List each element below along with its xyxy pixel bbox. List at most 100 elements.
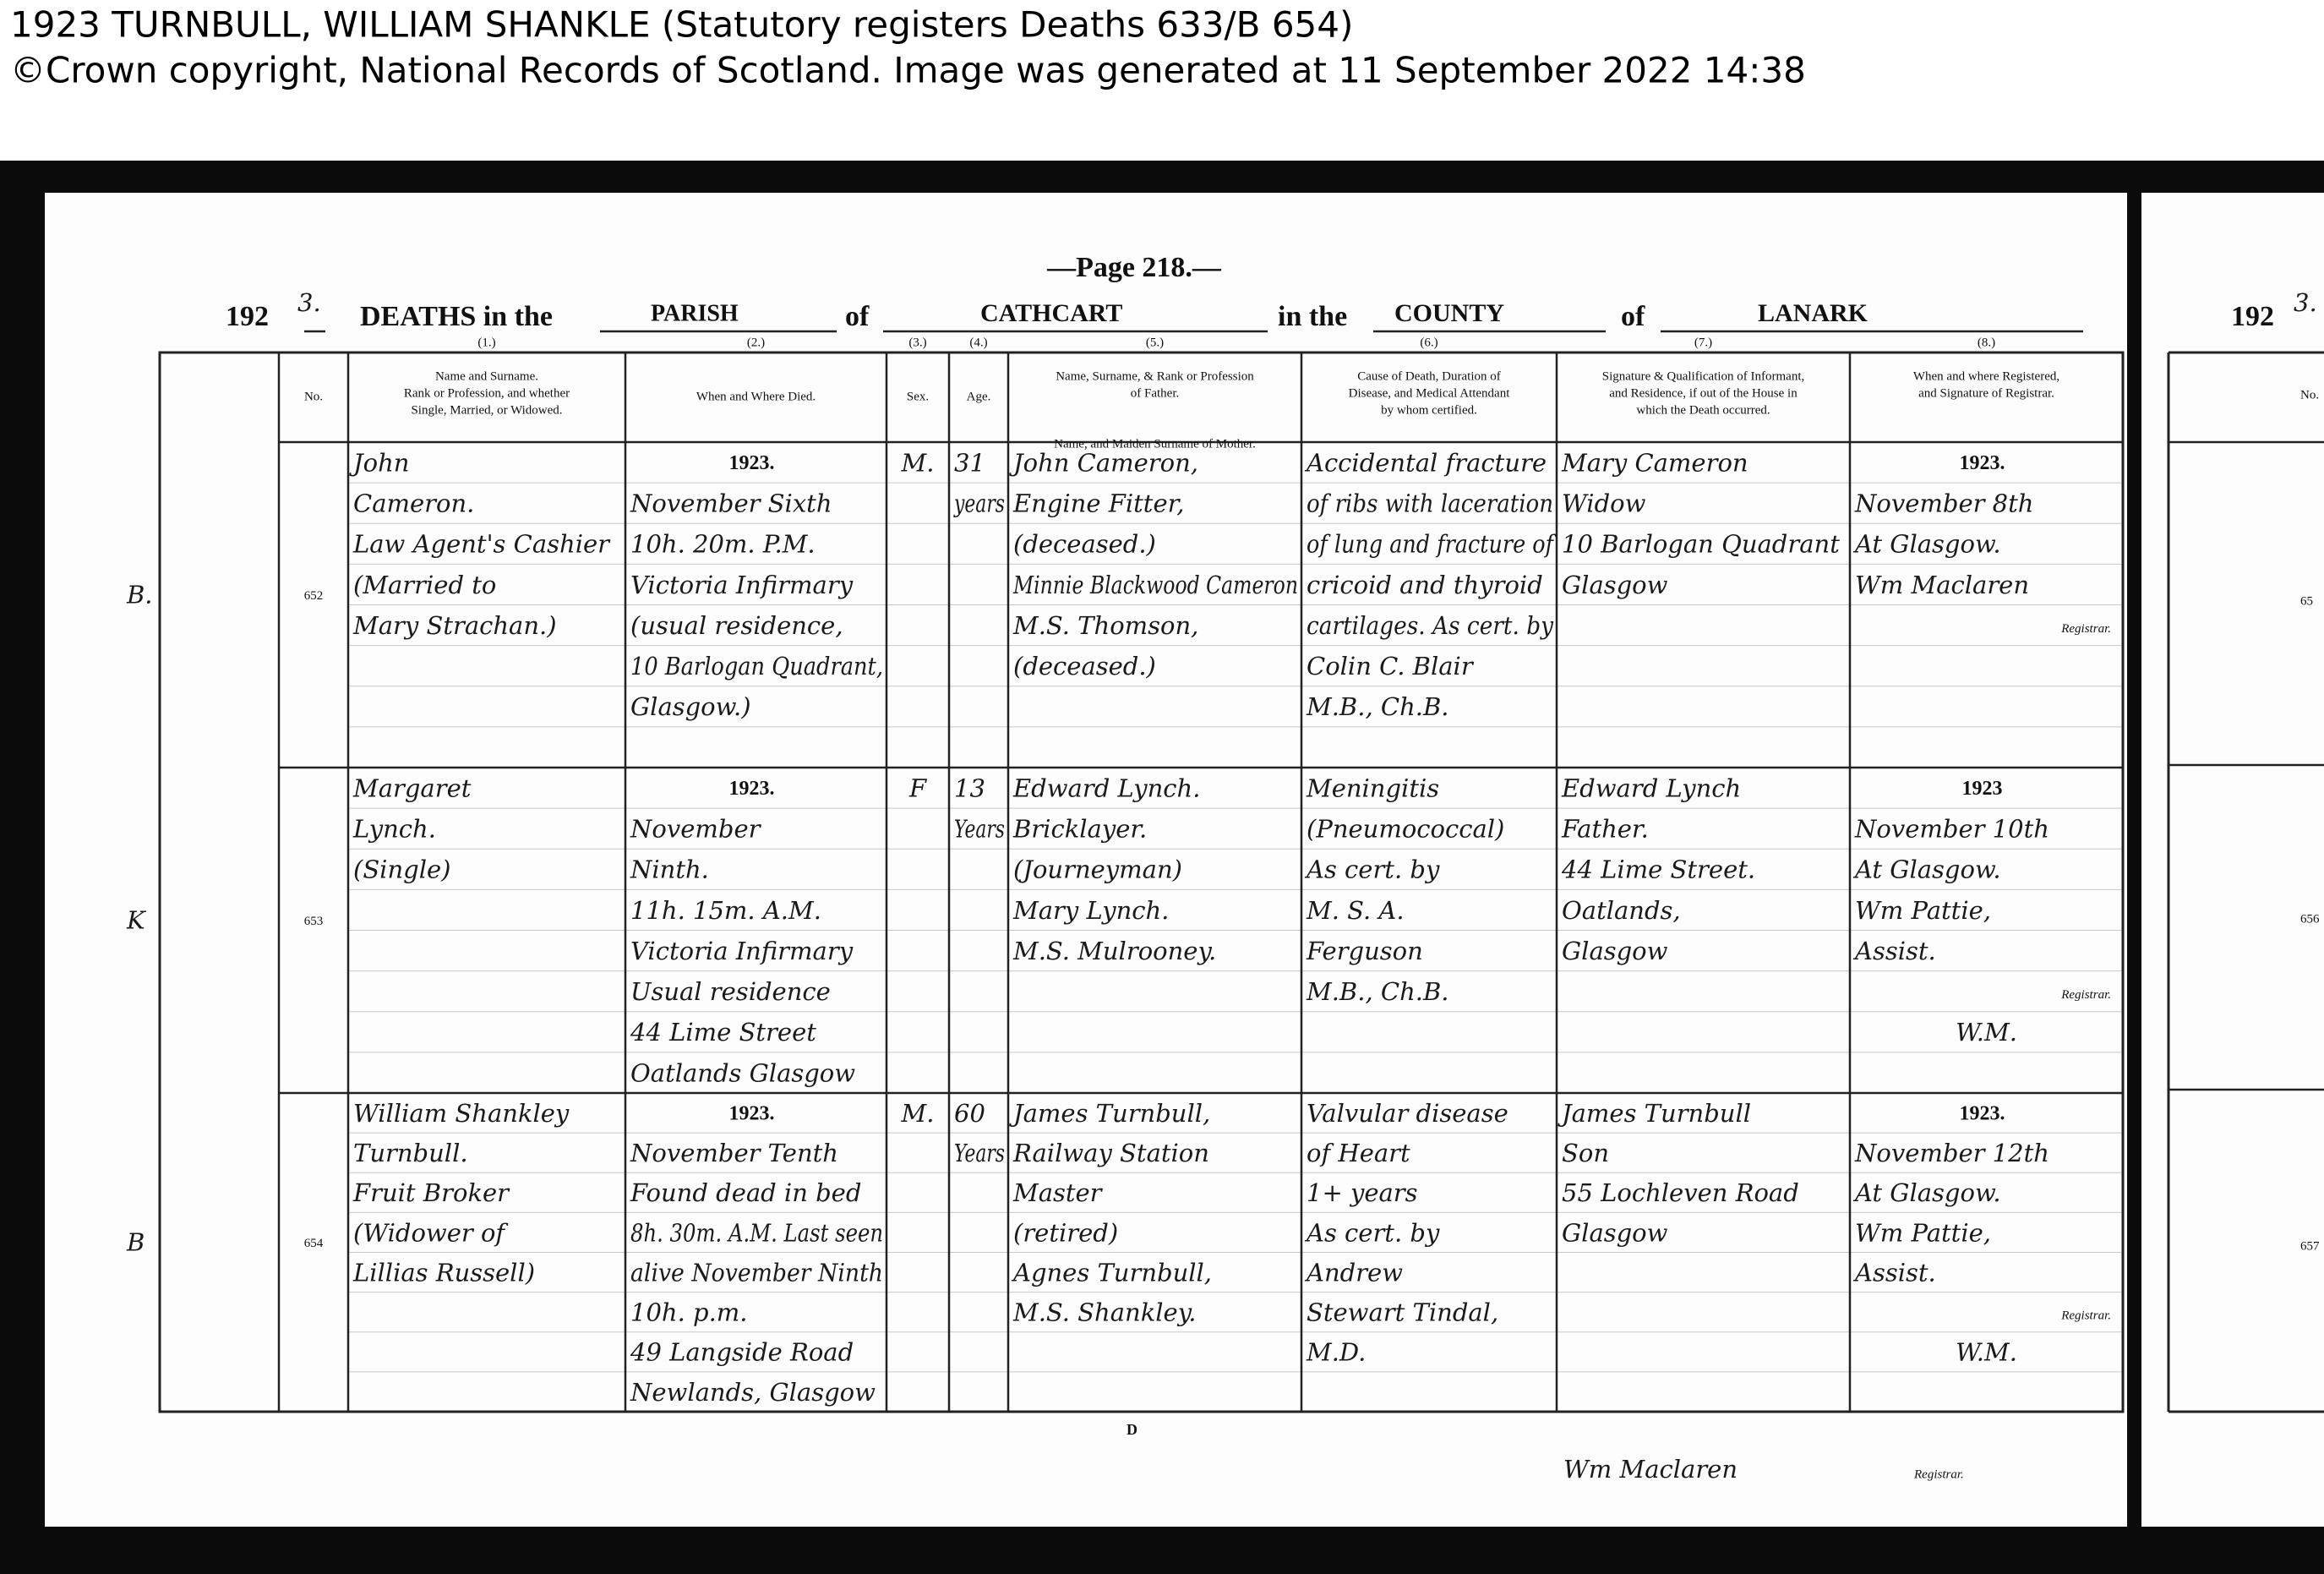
name-line: Fruit Broker [352, 1178, 510, 1207]
informant-line: James Turnbull [1558, 1099, 1751, 1128]
next-year-prefix: 192 [2231, 301, 2274, 332]
registered-line: At Glasgow. [1852, 1178, 2001, 1207]
column-number: (7.) [1694, 336, 1712, 349]
title-of: of [845, 301, 870, 332]
registered-line: Assist. [1852, 1258, 1936, 1287]
column-header: Single, Married, or Widowed. [411, 403, 562, 417]
footer-signature: Wm Maclaren [1563, 1455, 1738, 1484]
column-number: (3.) [908, 336, 926, 349]
next-year-digit: 3. [2294, 288, 2317, 317]
name-line: Mary Strachan.) [352, 611, 557, 640]
cause-line: Andrew [1304, 1258, 1403, 1287]
name-line: Margaret [352, 773, 472, 802]
cause-line: M.B., Ch.B. [1306, 977, 1449, 1006]
registered-line: 1923. [1960, 452, 2005, 474]
when-where-line: 11h. 15m. A.M. [630, 896, 821, 925]
register-table: (1.) (2.) (3.) (4.) (5.) (6.) (7.) (8.) No. Name … [126, 336, 2125, 1413]
when-where-line: Usual residence [630, 977, 831, 1006]
informant-line: Edward Lynch [1561, 773, 1741, 802]
parish-name: CATHCART [980, 299, 1122, 327]
age-line: 60 [954, 1099, 985, 1128]
when-where-line: Newlands, Glasgow [630, 1378, 876, 1407]
informant-line: Mary Cameron [1561, 448, 1748, 477]
registered-line: November 12th [1854, 1139, 2049, 1167]
informant-line: Glasgow [1562, 571, 1668, 599]
name-line: John [349, 448, 409, 477]
registered-line: November 10th [1854, 815, 2049, 844]
column-header: Cause of Death, Duration of [1357, 369, 1501, 383]
when-where-line: 10h. p.m. [630, 1298, 748, 1327]
cause-line: cricoid and thyroid [1307, 571, 1543, 599]
when-where-line: alive November Ninth [630, 1258, 883, 1287]
when-where-line: Found dead in bed [630, 1178, 861, 1207]
when-where-line: 8h. 30m. A.M. Last seen [630, 1218, 883, 1247]
when-where-line: Ninth. [630, 855, 709, 884]
parents-line: (Journeyman) [1013, 855, 1182, 884]
when-where-line: 1923. [729, 452, 775, 474]
year-digit: 3. [297, 288, 321, 317]
parents-line: M.S. Shankley. [1012, 1298, 1196, 1327]
record-title: 1923 TURNBULL, WILLIAM SHANKLE (Statutor… [10, 4, 1353, 46]
registered-line: At Glasgow. [1852, 855, 2001, 884]
next-page [2141, 193, 2324, 1527]
informant-line: 44 Lime Street. [1561, 855, 1755, 884]
registered-line: 1923 [1962, 778, 2003, 800]
parents-line: Mary Lynch. [1012, 896, 1169, 925]
column-number: (4.) [969, 336, 987, 349]
footer-mark: D [1127, 1421, 1137, 1438]
cause-line: M.B., Ch.B. [1306, 692, 1449, 721]
when-where-line: 49 Langside Road [630, 1338, 854, 1367]
parents-line: Edward Lynch. [1012, 773, 1200, 802]
parish-label: PARISH [651, 300, 739, 326]
when-where-line: 1923. [729, 1102, 775, 1124]
parents-line: John Cameron, [1009, 448, 1198, 477]
name-line: (Widower of [353, 1218, 509, 1247]
informant-line: Glasgow [1562, 937, 1668, 965]
copyright-line: ©Crown copyright, National Records of Sc… [10, 50, 1806, 91]
column-header: When and Where Died. [696, 390, 816, 403]
column-header: When and where Registered, [1913, 369, 2059, 383]
cause-line: 1+ years [1307, 1178, 1418, 1207]
cause-line: cartilages. As cert. by [1307, 611, 1554, 640]
informant-line: Glasgow [1562, 1218, 1668, 1247]
cause-line: (Pneumococcal) [1307, 815, 1504, 844]
when-where-line: 10h. 20m. P.M. [630, 530, 816, 559]
title-deaths: DEATHS in the [360, 301, 553, 332]
next-column: No. [2300, 388, 2319, 402]
when-where-line: (usual residence, [630, 611, 843, 640]
table-border [158, 351, 2125, 1413]
when-where-line: November Sixth [630, 489, 832, 518]
informant-line: Widow [1562, 489, 1646, 518]
name-line: Cameron. [353, 489, 474, 518]
registrar-label: Registrar. [2060, 622, 2111, 636]
margin-note: B. [126, 581, 153, 609]
column-header: Name, and Maiden Surname of Mother. [1054, 437, 1256, 451]
county-name: LANARK [1758, 299, 1868, 327]
title-in-the: in the [1278, 301, 1347, 332]
when-where-line: Glasgow.) [630, 692, 751, 721]
registrar-label: Registrar. [2060, 988, 2111, 1002]
parents-line: Railway Station [1012, 1139, 1209, 1167]
column-header: by whom certified. [1381, 403, 1477, 417]
parents-line: Agnes Turnbull, [1011, 1258, 1212, 1287]
sex: M. [901, 1099, 935, 1128]
column-header: of Father. [1131, 386, 1180, 400]
name-line: (Married to [353, 571, 496, 599]
registered-line: Wm Pattie, [1855, 1218, 1991, 1247]
next-entry-number: 65 [2300, 594, 2313, 608]
column-header: Disease, and Medical Attendant [1349, 386, 1511, 400]
parents-line: Bricklayer. [1012, 815, 1147, 844]
cause-line: Accidental fracture [1304, 448, 1547, 477]
when-where-line: Victoria Infirmary [630, 571, 854, 599]
next-entry-number: 656 [2300, 912, 2320, 926]
register-page [45, 193, 2127, 1527]
registrar-label: Registrar. [2060, 1309, 2111, 1322]
registrar-initials: W.M. [1956, 1018, 2017, 1047]
name-line: Turnbull. [353, 1139, 468, 1167]
age-line: years [952, 489, 1005, 518]
sex: M. [901, 448, 935, 477]
column-header: Sex. [907, 390, 929, 403]
sex: F [908, 773, 927, 802]
column-header: Name and Surname. [435, 369, 538, 383]
